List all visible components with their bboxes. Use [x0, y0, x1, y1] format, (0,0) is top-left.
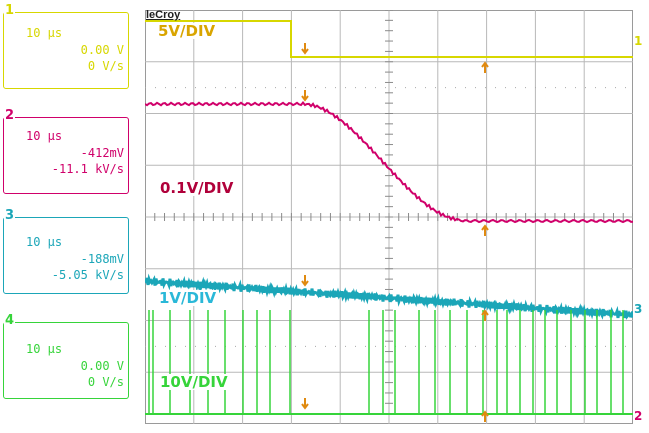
- channel-1-scale-label: 5V/DIV: [158, 22, 216, 40]
- channel-4-timebase: 10 µs: [26, 342, 63, 356]
- channel-3-offset: -188mV: [80, 252, 124, 266]
- cursor-arrow-up: [481, 61, 489, 73]
- channel-2-timebase: 10 µs: [26, 129, 63, 143]
- channel-1-slope: 0 V/s: [87, 59, 124, 73]
- channel-1-trace: [145, 20, 633, 58]
- channel-3-timebase: 10 µs: [26, 235, 63, 249]
- channel-4-panel[interactable]: 4 10 µs 0.00 V 0 V/s: [3, 314, 129, 399]
- channel-1-panel[interactable]: 1 10 µs 0.00 V 0 V/s: [3, 4, 129, 89]
- channel-1-offset: 0.00 V: [80, 43, 124, 57]
- channel-1-marker: 1: [634, 34, 643, 48]
- channel-3-slope: -5.05 kV/s: [51, 268, 124, 282]
- channel-3-trace: [144, 273, 635, 320]
- channel-4-slope: 0 V/s: [87, 375, 124, 389]
- channel-3-panel[interactable]: 3 10 µs -188mV -5.05 kV/s: [3, 209, 129, 294]
- channel-2-slope: -11.1 kV/s: [51, 162, 124, 176]
- cursor-arrow-up: [481, 224, 489, 236]
- channel-2-trace: [144, 101, 634, 224]
- scope-traces: [144, 9, 635, 424]
- cursor-arrow-down: [301, 275, 309, 287]
- channel-2-marker: 2: [634, 409, 643, 423]
- cursor-arrow-down: [301, 43, 309, 55]
- channel-2-offset: -412mV: [80, 146, 124, 160]
- channel-3-number: 3: [4, 208, 16, 223]
- brand-logo: leCroy: [146, 9, 181, 21]
- channel-2-number: 2: [4, 108, 16, 123]
- channel-3-scale-label: 1V/DIV: [159, 289, 217, 307]
- cursor-arrow-down: [301, 398, 309, 410]
- channel-4-number: 4: [4, 313, 16, 328]
- cursor-arrow-up: [481, 410, 489, 422]
- channel-2-panel[interactable]: 2 10 µs -412mV -11.1 kV/s: [3, 109, 129, 194]
- channel-4-scale-label: 10V/DIV: [160, 373, 228, 391]
- channel-2-scale-label: 0.1V/DIV: [160, 179, 234, 197]
- channel-1-timebase: 10 µs: [26, 26, 63, 40]
- channel-1-number: 1: [4, 3, 16, 18]
- cursor-arrow-up: [481, 309, 489, 321]
- scope-screen[interactable]: [144, 9, 635, 424]
- channel-4-offset: 0.00 V: [80, 359, 124, 373]
- channel-3-marker: 3: [634, 302, 643, 316]
- cursor-arrow-down: [301, 90, 309, 102]
